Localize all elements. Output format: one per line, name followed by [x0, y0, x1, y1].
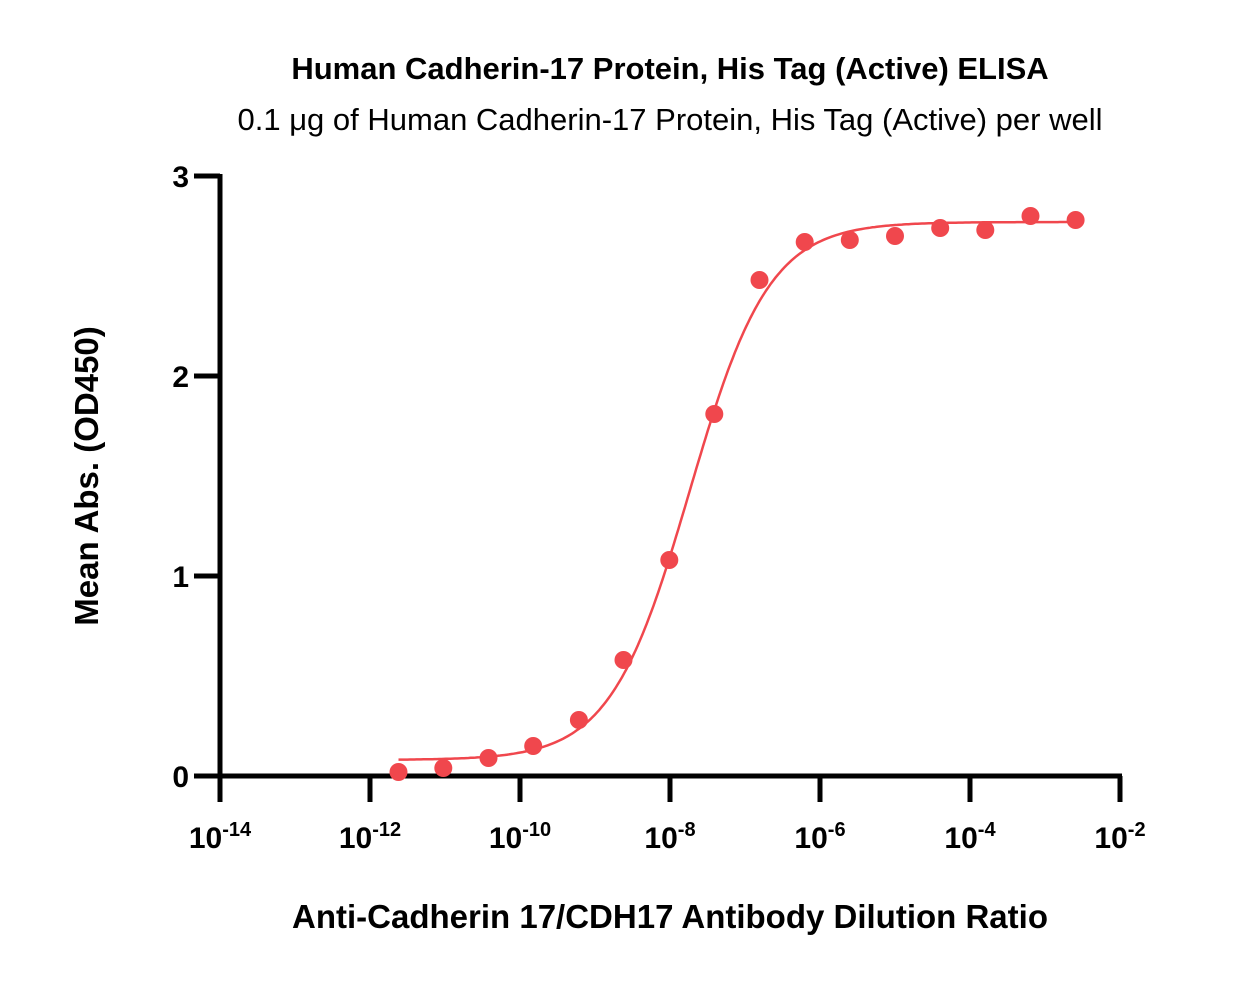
fit-curve [398, 220, 1076, 761]
y-axis: 0 1 2 3 [172, 161, 223, 794]
data-point [931, 219, 950, 237]
x-tick-label: 10-6 [794, 819, 845, 855]
x-axis: 10-14 10-12 10-10 10-8 10-6 10-4 10-2 [189, 773, 1146, 855]
data-point [750, 271, 769, 289]
x-tick-label: 10-8 [644, 819, 695, 855]
x-tick-label: 10-12 [339, 819, 401, 855]
data-point [614, 651, 633, 669]
data-point [569, 711, 588, 729]
data-point [1021, 207, 1040, 225]
data-point [886, 227, 904, 245]
data-point [434, 759, 453, 777]
x-tick-label: 10-10 [489, 819, 551, 855]
data-point [389, 763, 408, 781]
x-tick-label: 10-14 [189, 819, 252, 855]
x-tick-label: 10-4 [944, 819, 996, 855]
data-point [660, 551, 679, 569]
data-points [389, 207, 1085, 781]
data-point [479, 749, 498, 767]
y-tick-label: 1 [172, 561, 189, 594]
x-axis-label: Anti-Cadherin 17/CDH17 Antibody Dilution… [292, 898, 1048, 935]
y-tick-label: 2 [172, 361, 189, 394]
data-point [705, 405, 724, 423]
y-tick-label: 0 [172, 761, 189, 794]
chart-title: Human Cadherin-17 Protein, His Tag (Acti… [291, 51, 1048, 86]
data-point [1066, 211, 1085, 229]
y-tick-label: 3 [172, 161, 189, 194]
data-point [795, 233, 814, 251]
data-point [976, 221, 995, 239]
y-axis-label: Mean Abs. (OD450) [68, 326, 105, 626]
data-point [840, 231, 859, 249]
chart-subtitle: 0.1 μg of Human Cadherin-17 Protein, His… [237, 102, 1102, 137]
data-point [524, 737, 543, 755]
x-tick-label: 10-2 [1094, 819, 1145, 855]
